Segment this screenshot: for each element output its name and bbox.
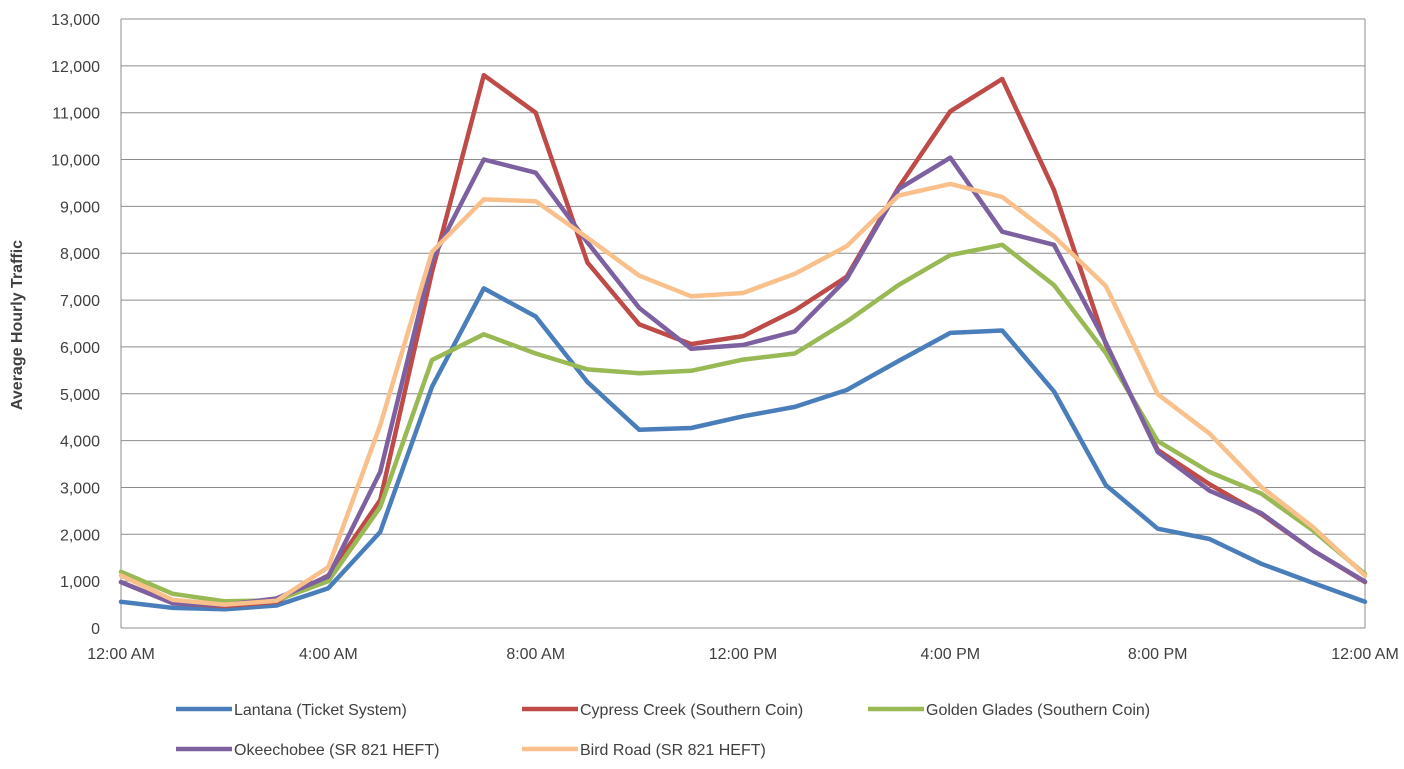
y-tick-label: 1,000 [60,574,100,591]
x-tick-label: 12:00 AM [1331,646,1399,663]
x-tick-label: 12:00 AM [87,646,155,663]
y-tick-label: 13,000 [51,12,100,29]
y-tick-label: 8,000 [60,246,100,263]
series-lines [118,72,1368,612]
y-tick-label: 0 [91,621,100,638]
y-axis-title: Average Hourly Traffic [9,240,26,410]
y-tick-label: 3,000 [60,480,100,497]
legend-label: Cypress Creek (Southern Coin) [580,702,803,719]
x-tick-label: 12:00 PM [709,646,777,663]
x-tick-label: 8:00 AM [506,646,565,663]
legend-item: Lantana (Ticket System) [176,702,407,719]
y-tick-label: 4,000 [60,434,100,451]
legend-item: Cypress Creek (Southern Coin) [522,702,803,719]
x-tick-label: 8:00 PM [1128,646,1188,663]
legend-label: Okeechobee (SR 821 HEFT) [234,742,439,759]
y-tick-label: 7,000 [60,293,100,310]
axes [120,19,1366,629]
series-line-2 [118,72,1368,609]
y-tick-label: 10,000 [51,153,100,170]
y-tick-label: 2,000 [60,527,100,544]
series-line-5 [118,181,1368,607]
y-tick-label: 9,000 [60,199,100,216]
y-axis-tick-labels: 0 1,000 2,000 3,000 4,000 5,000 6,000 7,000 8,00… [51,12,100,638]
legend-label: Golden Glades (Southern Coin) [926,702,1150,719]
series-line-1 [118,286,1368,612]
x-tick-label: 4:00 AM [299,646,358,663]
legend-label: Lantana (Ticket System) [234,702,407,719]
series-line-3 [118,242,1368,604]
y-tick-label: 11,000 [52,106,100,123]
legend-item: Golden Glades (Southern Coin) [868,702,1150,719]
legend-item: Okeechobee (SR 821 HEFT) [176,742,439,759]
legend-label: Bird Road (SR 821 HEFT) [580,742,766,759]
y-tick-label: 5,000 [60,387,100,404]
y-tick-label: 12,000 [51,59,100,76]
x-tick-label: 4:00 PM [921,646,981,663]
y-tick-label: 6,000 [60,340,100,357]
legend: Lantana (Ticket System) Cypress Creek (So… [176,702,1150,759]
gridlines [121,18,1365,629]
x-axis-tick-labels: 12:00 AM 4:00 AM 8:00 AM 12:00 PM 4:00 PM 8:0… [87,646,1399,663]
series-line-4 [118,155,1368,608]
legend-item: Bird Road (SR 821 HEFT) [522,742,766,759]
